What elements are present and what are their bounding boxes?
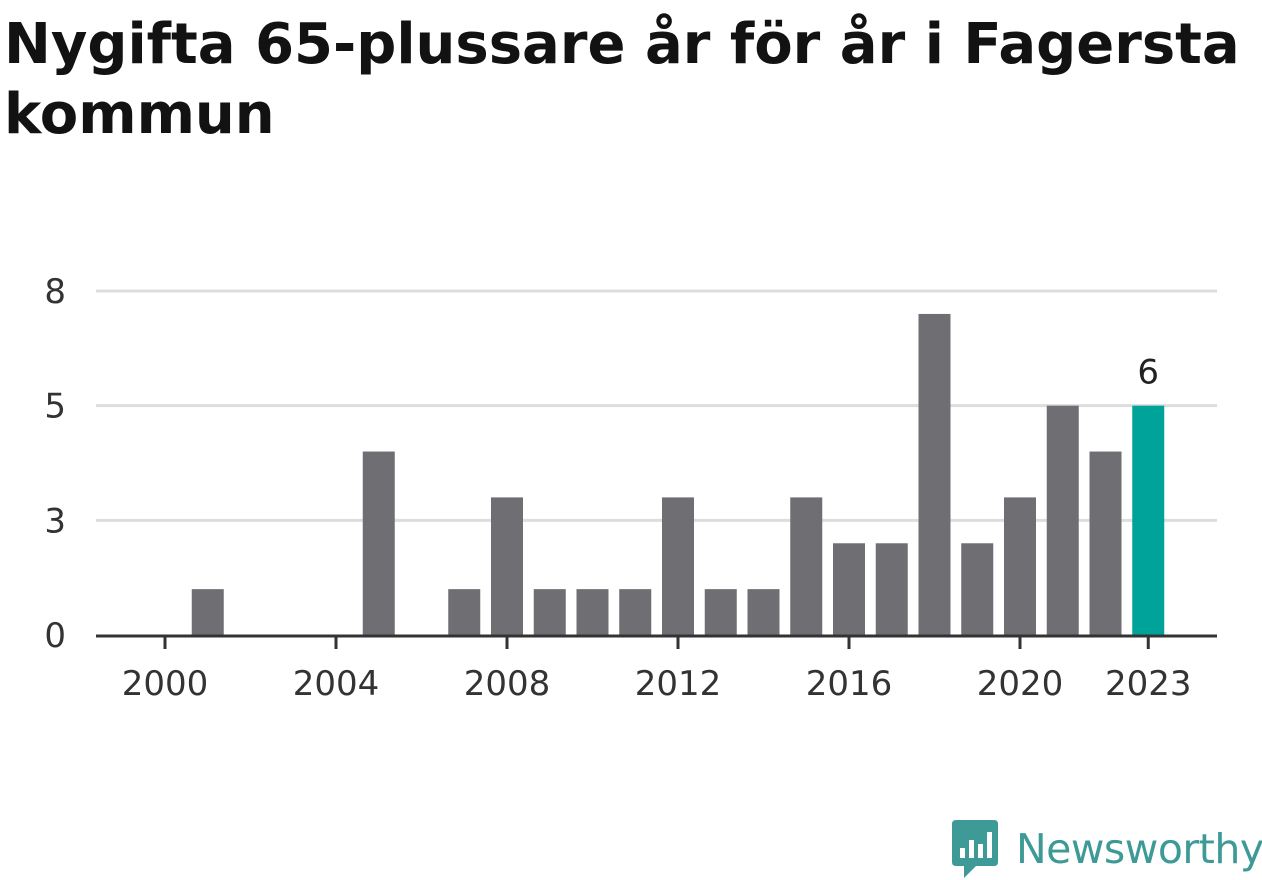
bar-2021 (1046, 405, 1079, 635)
bar-2014 (747, 589, 780, 635)
data-label-2023: 6 (1137, 353, 1159, 393)
bar-2016 (833, 543, 865, 635)
x-tick-label: 2023 (1105, 664, 1192, 704)
x-tick-label: 2020 (977, 664, 1064, 704)
bar-2005 (362, 451, 395, 635)
brand-name: Newsworthy (1016, 825, 1262, 873)
newsworthy-logo-icon (952, 820, 998, 878)
bar-2001 (191, 589, 224, 635)
bar-2018 (918, 313, 951, 635)
y-tick-label: 5 (44, 387, 66, 427)
bar-2009 (533, 589, 566, 635)
bar-2007 (448, 589, 481, 635)
bar-2020 (1004, 497, 1036, 635)
bar-2017 (875, 543, 908, 635)
x-tick-label: 2008 (464, 664, 551, 704)
bar-2010 (576, 589, 609, 635)
data-labels: 6 (1137, 353, 1159, 393)
x-tick-label: 2012 (635, 664, 722, 704)
bar-2013 (704, 589, 737, 635)
bar-2008 (491, 497, 523, 635)
y-tick-label: 0 (44, 616, 66, 656)
bar-2019 (961, 543, 994, 635)
bar-2015 (790, 497, 823, 635)
bar-2022 (1089, 451, 1122, 635)
y-tick-label: 8 (44, 272, 66, 312)
x-tick-label: 2000 (122, 664, 209, 704)
y-axis-ticks: 0 3 5 8 (44, 272, 66, 656)
bar-2023 (1132, 405, 1165, 635)
x-tick-label: 2004 (293, 664, 380, 704)
chart-title: Nygifta 65-plussare år för år i Fagersta… (4, 12, 1240, 147)
x-axis-ticks: 2000 2004 2008 2012 2016 2020 2023 (122, 637, 1192, 704)
bar-2011 (619, 589, 652, 635)
bars (191, 313, 1165, 635)
bar-2012 (662, 497, 694, 635)
y-tick-label: 3 (44, 501, 66, 541)
brand-logo: Newsworthy (950, 818, 1262, 880)
x-tick-label: 2016 (806, 664, 893, 704)
